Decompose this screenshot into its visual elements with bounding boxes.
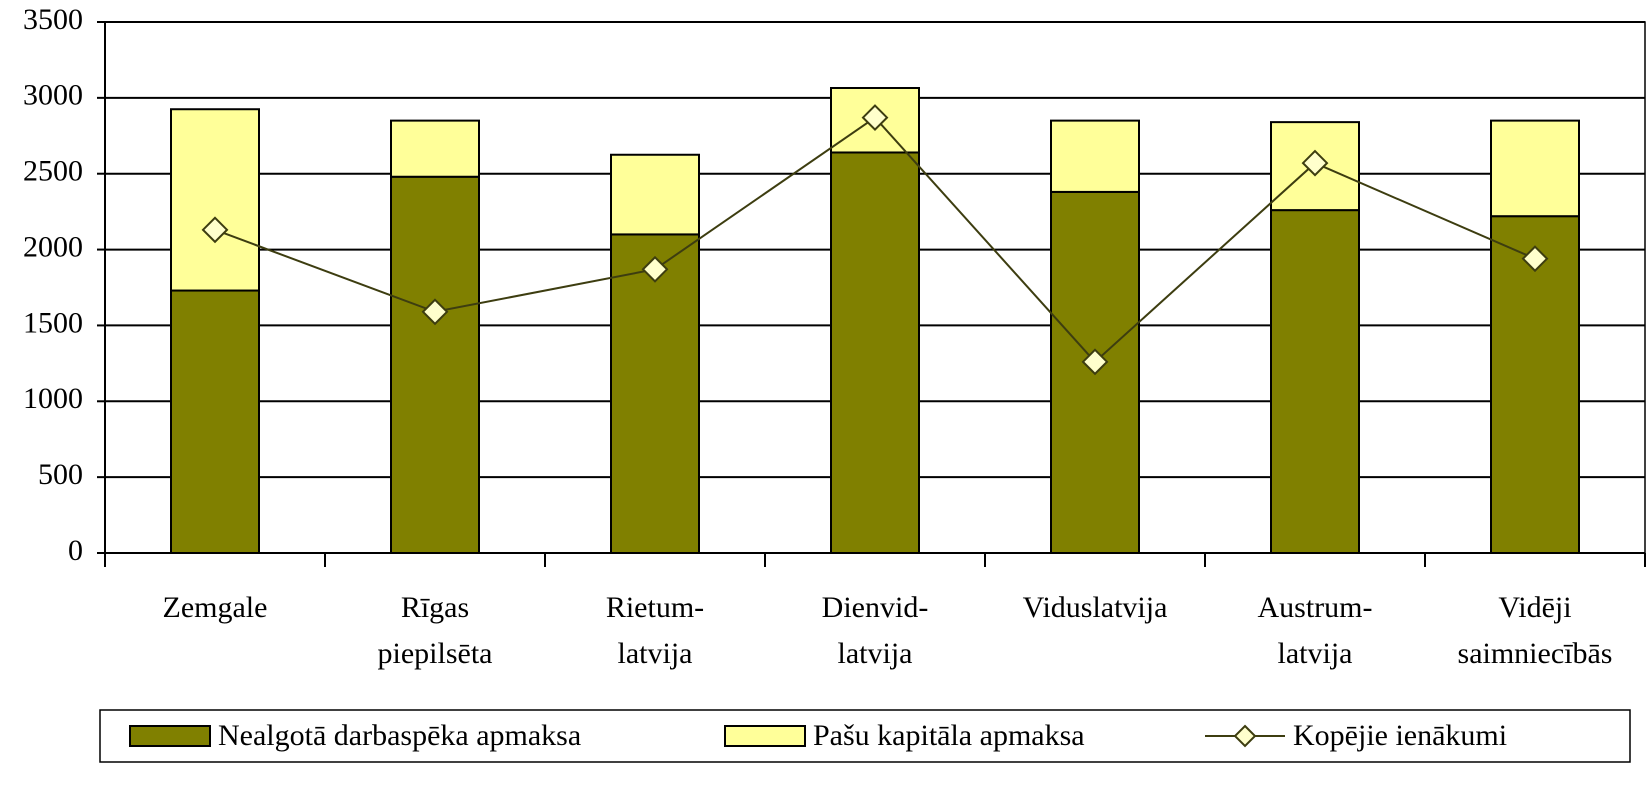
x-tick-label: Dienvid- latvija (821, 591, 929, 670)
bar (390, 175, 480, 554)
legend-label: Pašu kapitāla apmaksa (813, 719, 1085, 752)
bar (610, 233, 700, 554)
y-tick-label: 500 (38, 458, 83, 491)
legend-label: Nealgotā darbaspēka apmaksa (218, 719, 581, 752)
bar (830, 151, 920, 555)
marker (1301, 149, 1329, 177)
bar (1050, 119, 1140, 193)
bar (170, 108, 260, 292)
marker (421, 298, 449, 326)
marker (641, 255, 669, 283)
legend-marker (1233, 724, 1257, 748)
y-tick-label: 3500 (23, 3, 83, 36)
legend-label: Kopējie ienākumi (1293, 719, 1507, 752)
x-tick-label: Viduslatvija (1022, 591, 1168, 624)
legend-swatch (129, 725, 211, 747)
y-tick-label: 2500 (23, 155, 83, 188)
legend (99, 709, 1631, 763)
y-tick-label: 2000 (23, 230, 83, 263)
y-tick-label: 1500 (23, 306, 83, 339)
bar (1270, 209, 1360, 555)
marker (201, 216, 229, 244)
legend-swatch (724, 725, 806, 747)
bar (1490, 119, 1580, 218)
x-tick-label: Vidēji saimniecībās (1457, 591, 1613, 670)
marker (861, 104, 889, 131)
bar (1490, 215, 1580, 555)
x-tick-label: Austrum- latvija (1257, 591, 1373, 670)
bar (390, 119, 480, 178)
bar (830, 86, 920, 154)
marker (1521, 245, 1549, 273)
x-tick-label: Rietum- latvija (605, 591, 705, 670)
bar (170, 289, 260, 554)
x-tick-label: Zemgale (162, 591, 268, 624)
y-tick-label: 0 (68, 534, 83, 567)
y-tick-label: 1000 (23, 382, 83, 415)
marker (1081, 348, 1109, 376)
x-tick-label: Rīgas piepilsēta (377, 591, 493, 670)
y-tick-label: 3000 (23, 79, 83, 112)
bar (610, 153, 700, 236)
